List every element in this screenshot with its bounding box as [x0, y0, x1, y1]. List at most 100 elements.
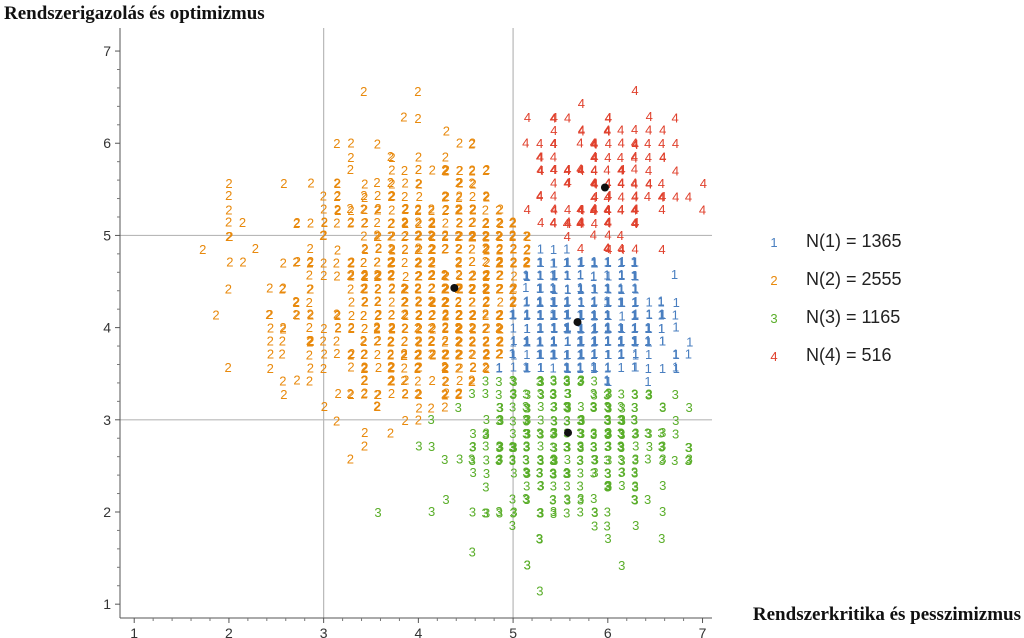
- cluster-1-point: 1: [524, 360, 531, 375]
- cluster-2-point: 2: [414, 333, 421, 348]
- cluster-2-point: 2: [482, 307, 489, 322]
- cluster-3-point: 3: [523, 440, 530, 455]
- cluster-2-point: 2: [469, 333, 476, 348]
- cluster-2-point: 2: [455, 241, 462, 256]
- cluster-2-point: 2: [400, 348, 407, 363]
- cluster-2-point: 2: [456, 202, 463, 217]
- cluster-1-point: 1: [577, 282, 584, 297]
- cluster-2-point: 2: [496, 241, 503, 256]
- cluster-3-point: 3: [578, 412, 585, 427]
- cluster-1-point: 1: [619, 295, 626, 310]
- cluster-2-point: 2: [401, 215, 408, 230]
- cluster-2-point: 2: [469, 267, 476, 282]
- cluster-3-point: 3: [604, 439, 611, 454]
- cluster-4-point: 4: [632, 137, 639, 152]
- cluster-3-point: 3: [509, 414, 516, 429]
- cluster-3-point: 3: [577, 465, 584, 480]
- cluster-2-point: 2: [415, 269, 422, 284]
- cluster-3-point: 3: [578, 373, 585, 388]
- cluster-2-point: 2: [510, 254, 517, 269]
- cluster-1-point: 1: [577, 255, 584, 270]
- cluster-1-point: 1: [564, 320, 571, 335]
- cluster-1-point: 1: [564, 307, 571, 322]
- cluster-2-point: 2: [428, 228, 435, 243]
- cluster-2-point: 2: [509, 295, 516, 310]
- cluster-2-point: 2: [361, 295, 368, 310]
- cluster-3-point: 3: [483, 466, 490, 481]
- cluster-2-point: 2: [279, 282, 286, 297]
- cluster-4-point: 4: [590, 136, 597, 151]
- cluster-3-point: 3: [497, 439, 504, 454]
- cluster-2-point: 2: [497, 295, 504, 310]
- cluster-2-point: 2: [346, 386, 353, 401]
- cluster-2-point: 2: [415, 307, 422, 322]
- cluster-2-point: 2: [414, 203, 421, 218]
- cluster-2-point: 2: [401, 215, 408, 230]
- cluster-3-point: 3: [617, 399, 624, 414]
- cluster-2-point: 2: [388, 216, 395, 231]
- cluster-1-point: 1: [672, 360, 679, 375]
- cluster-3-point: 3: [658, 453, 665, 468]
- cluster-2-point: 2: [482, 229, 489, 244]
- cluster-2-point: 2: [388, 163, 395, 178]
- cluster-2-point: 2: [266, 281, 273, 296]
- cluster-1-point: 1: [605, 295, 612, 310]
- cluster-3-point: 3: [617, 439, 624, 454]
- cluster-3-point: 3: [564, 400, 571, 415]
- cluster-1-point: 1: [631, 269, 638, 284]
- cluster-1-point: 1: [577, 333, 584, 348]
- cluster-3-point: 3: [631, 400, 638, 415]
- cluster-1-point: 1: [618, 282, 625, 297]
- cluster-3-point: 3: [591, 452, 598, 467]
- cluster-4-point: 4: [565, 175, 572, 190]
- cluster-3-point: 3: [563, 440, 570, 455]
- cluster-3-point: 3: [577, 439, 584, 454]
- cluster-2-point: 2: [496, 281, 503, 296]
- cluster-2-point: 2: [468, 242, 475, 257]
- cluster-1-point: 1: [658, 321, 665, 336]
- cluster-2-point: 2: [497, 307, 504, 322]
- cluster-2-point: 2: [524, 229, 531, 244]
- cluster-2-point: 2: [279, 281, 286, 296]
- cluster-3-point: 3: [564, 413, 571, 428]
- cluster-3-point: 3: [524, 400, 531, 415]
- cluster-1-point: 1: [617, 295, 624, 310]
- cluster-1-point: 1: [590, 359, 597, 374]
- cluster-2-point: 2: [389, 280, 396, 295]
- cluster-3-point: 3: [577, 373, 584, 388]
- cluster-4-point: 4: [659, 123, 666, 138]
- cluster-2-point: 2: [483, 334, 490, 349]
- cluster-1-point: 1: [617, 334, 624, 349]
- cluster-2-point: 2: [347, 214, 354, 229]
- cluster-2-point: 2: [429, 216, 436, 231]
- cluster-1-point: 1: [564, 334, 571, 349]
- cluster-1-point: 1: [577, 268, 584, 283]
- cluster-1-point: 1: [631, 321, 638, 336]
- cluster-1-point: 1: [563, 321, 570, 336]
- cluster-1-point: 1: [577, 294, 584, 309]
- cluster-1-point: 1: [632, 348, 639, 363]
- cluster-2-point: 2: [483, 346, 490, 361]
- cluster-2-point: 2: [389, 254, 396, 269]
- cluster-2-point: 2: [469, 347, 476, 362]
- cluster-2-point: 2: [414, 255, 421, 270]
- cluster-3-point: 3: [537, 413, 544, 428]
- cluster-1-point: 1: [590, 347, 597, 362]
- cluster-2-point: 2: [416, 321, 423, 336]
- cluster-4-point: 4: [590, 201, 597, 216]
- cluster-2-point: 2: [524, 228, 531, 243]
- cluster-1-point: 1: [549, 294, 556, 309]
- cluster-1-point: 1: [536, 307, 543, 322]
- cluster-4-point: 4: [604, 241, 611, 256]
- cluster-3-point: 3: [523, 401, 530, 416]
- cluster-2-point: 2: [455, 387, 462, 402]
- cluster-2-point: 2: [441, 374, 448, 389]
- cluster-1-point: 1: [672, 347, 679, 362]
- cluster-2-point: 2: [443, 294, 450, 309]
- cluster-1-point: 1: [537, 360, 544, 375]
- cluster-3-point: 3: [605, 478, 612, 493]
- cluster-3-point: 3: [604, 425, 611, 440]
- cluster-3-point: 3: [550, 373, 557, 388]
- cluster-2-point: 2: [361, 177, 368, 192]
- cluster-2-point: 2: [510, 280, 517, 295]
